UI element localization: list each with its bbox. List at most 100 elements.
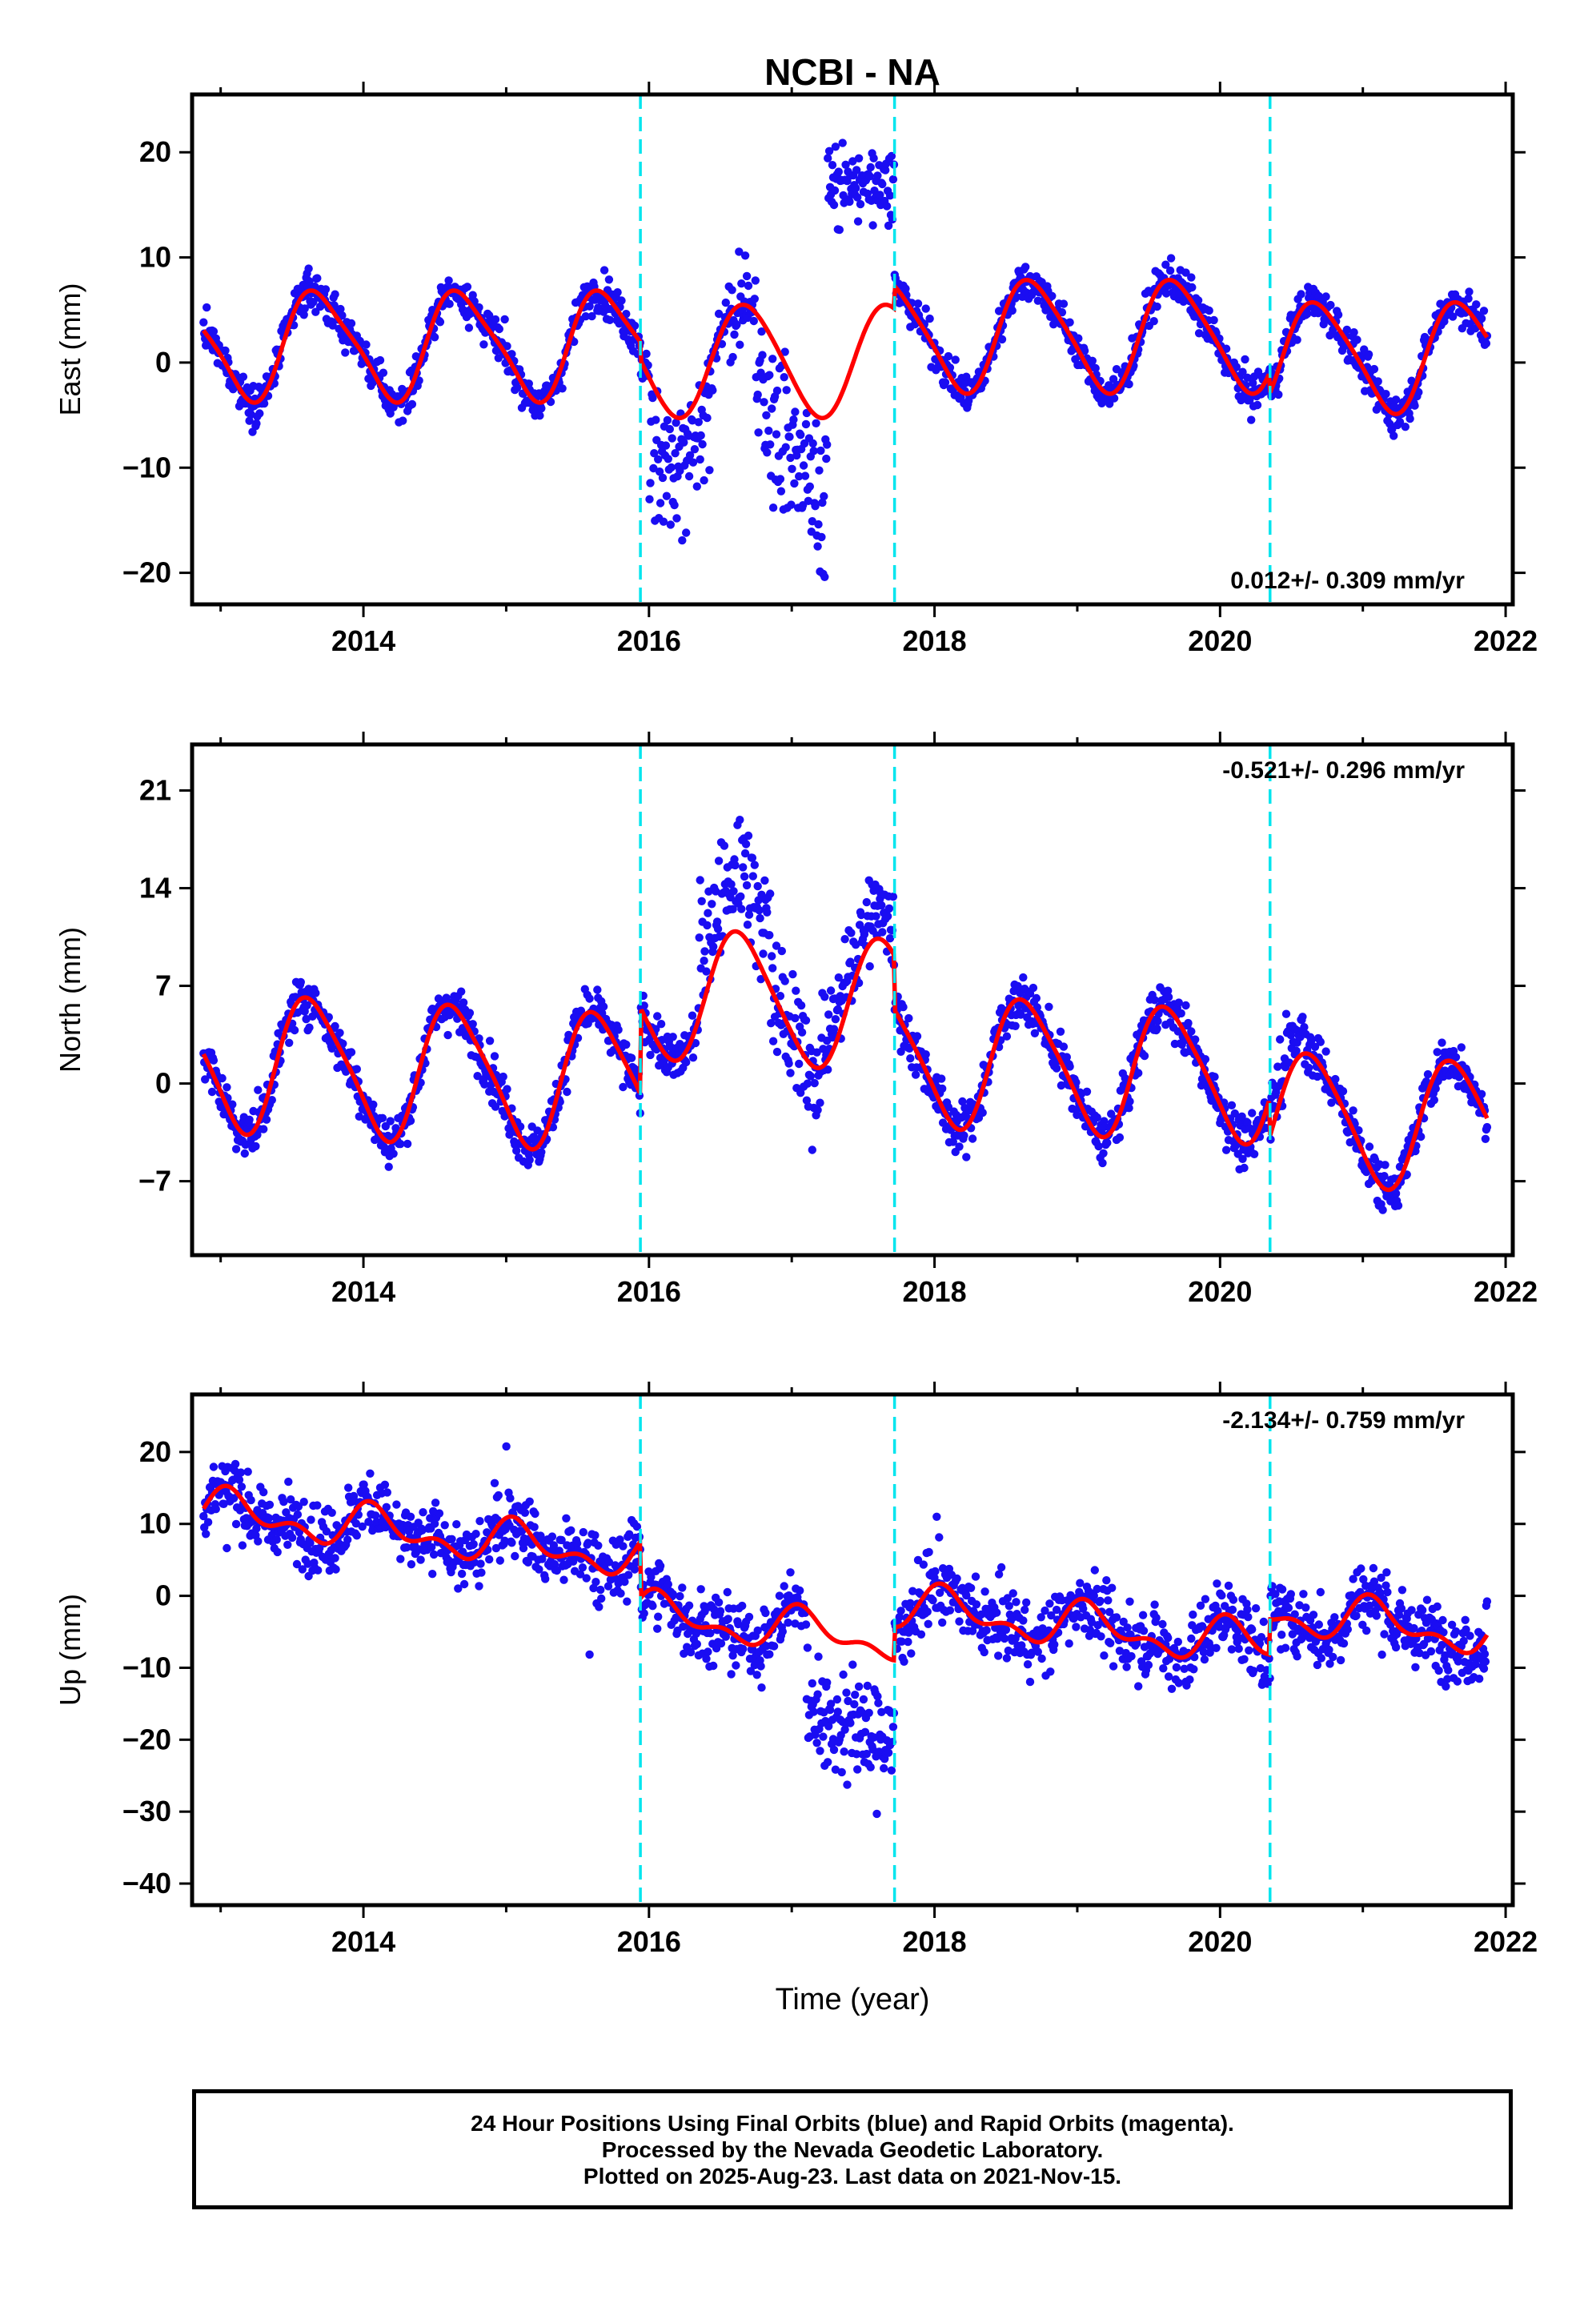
data-point bbox=[604, 275, 614, 284]
data-point bbox=[245, 1115, 254, 1125]
data-point bbox=[742, 271, 752, 281]
data-point bbox=[593, 985, 602, 994]
data-point bbox=[1122, 1663, 1131, 1671]
data-point bbox=[885, 191, 895, 200]
data-point bbox=[201, 1075, 210, 1084]
data-point bbox=[445, 299, 454, 308]
data-point bbox=[491, 315, 500, 324]
data-point bbox=[1297, 290, 1305, 299]
data-point bbox=[1196, 1601, 1205, 1611]
data-point bbox=[1088, 356, 1097, 365]
data-point bbox=[865, 962, 874, 971]
data-point bbox=[1200, 1655, 1209, 1664]
data-point bbox=[696, 876, 704, 885]
data-point bbox=[688, 1053, 698, 1062]
data-point bbox=[468, 1020, 477, 1029]
data-point bbox=[1185, 1675, 1194, 1684]
data-point bbox=[1477, 1089, 1486, 1099]
data-point bbox=[878, 928, 887, 937]
data-point bbox=[1187, 1027, 1196, 1036]
data-point bbox=[1303, 309, 1312, 319]
data-point bbox=[1059, 1042, 1069, 1051]
data-point bbox=[475, 1517, 484, 1526]
data-point bbox=[877, 901, 886, 910]
data-point bbox=[676, 1591, 684, 1601]
data-point bbox=[912, 1032, 922, 1041]
data-point bbox=[907, 1649, 916, 1658]
data-point bbox=[732, 1661, 740, 1670]
data-point bbox=[1094, 1141, 1103, 1151]
data-point bbox=[848, 157, 857, 166]
data-point bbox=[755, 906, 764, 915]
data-point bbox=[537, 404, 546, 413]
data-point bbox=[1029, 983, 1038, 993]
x-tick-label: 2018 bbox=[903, 1275, 967, 1308]
data-point bbox=[702, 1655, 711, 1663]
data-point bbox=[731, 861, 740, 870]
data-point bbox=[765, 1650, 774, 1659]
data-point bbox=[763, 908, 772, 917]
data-point bbox=[817, 532, 826, 542]
data-point bbox=[778, 1627, 787, 1636]
data-point bbox=[1108, 1583, 1117, 1592]
data-point bbox=[535, 1565, 543, 1574]
data-point bbox=[786, 453, 795, 463]
data-point bbox=[884, 904, 894, 913]
data-point bbox=[1109, 375, 1118, 383]
north-rate-label: -0.521+/- 0.296 mm/yr bbox=[1222, 757, 1465, 784]
data-point bbox=[1241, 355, 1249, 364]
data-point bbox=[1008, 306, 1017, 315]
data-point bbox=[840, 935, 849, 944]
data-point bbox=[627, 1053, 636, 1062]
data-point bbox=[736, 892, 745, 901]
data-point bbox=[1457, 1043, 1466, 1052]
data-point bbox=[1299, 1590, 1308, 1599]
data-point bbox=[761, 1608, 770, 1618]
data-point bbox=[647, 1572, 656, 1582]
data-point bbox=[760, 876, 769, 885]
data-point bbox=[944, 351, 953, 361]
data-point bbox=[1243, 373, 1252, 382]
data-point bbox=[1229, 1595, 1238, 1604]
data-point bbox=[1191, 1035, 1200, 1044]
data-point bbox=[790, 479, 799, 488]
data-point bbox=[1065, 1062, 1074, 1071]
data-point bbox=[463, 283, 472, 291]
data-point bbox=[605, 315, 615, 324]
data-point bbox=[852, 166, 861, 175]
data-point bbox=[739, 1644, 748, 1654]
data-point bbox=[1448, 312, 1458, 321]
data-point bbox=[491, 1543, 501, 1553]
data-point bbox=[1333, 311, 1343, 319]
data-point bbox=[1105, 1607, 1114, 1617]
data-point bbox=[696, 1585, 705, 1594]
data-point bbox=[860, 1727, 870, 1736]
data-point bbox=[670, 500, 679, 510]
data-point bbox=[780, 373, 788, 382]
data-point bbox=[581, 312, 590, 321]
data-point bbox=[572, 1539, 582, 1548]
data-point bbox=[1292, 1046, 1301, 1056]
data-point bbox=[485, 1555, 494, 1564]
data-point bbox=[383, 1488, 391, 1497]
data-point bbox=[684, 1601, 694, 1610]
data-point bbox=[700, 475, 708, 485]
data-point bbox=[810, 1078, 819, 1088]
data-point bbox=[803, 1643, 812, 1652]
data-point bbox=[624, 1571, 633, 1579]
data-point bbox=[231, 1145, 241, 1153]
data-point bbox=[1047, 1611, 1056, 1620]
data-point bbox=[1164, 986, 1173, 995]
data-point bbox=[994, 1570, 1004, 1579]
data-point bbox=[653, 1624, 662, 1633]
data-point bbox=[688, 458, 698, 467]
data-point bbox=[267, 1096, 276, 1105]
data-point bbox=[976, 1610, 986, 1619]
data-point bbox=[661, 441, 671, 450]
data-point bbox=[804, 496, 813, 505]
data-point bbox=[1339, 1639, 1349, 1648]
data-point bbox=[1150, 996, 1159, 1005]
data-point bbox=[1364, 350, 1373, 359]
data-point bbox=[648, 393, 657, 403]
data-point bbox=[1277, 1585, 1287, 1594]
